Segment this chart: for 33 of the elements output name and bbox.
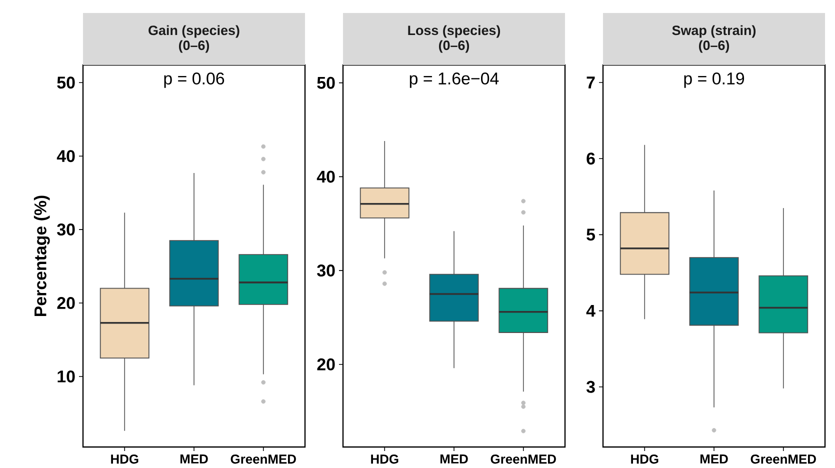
y-tick-label: 3 [586,380,595,393]
y-tick-label: 40 [316,170,335,183]
chart-subtitle: (0–6) [698,40,730,53]
y-tick-label: 6 [586,152,595,165]
y-tick-label: 30 [317,264,335,277]
x-tick-label: GreenMED [230,454,296,464]
x-tick-label: HDG [371,454,398,464]
chart-title: Loss (species) [408,25,500,38]
annotation: p = 0.06 [164,72,224,88]
chart-title: Swap (strain) [672,25,756,38]
chart-subtitle: (0–6) [178,40,210,53]
y-tick-label: 40 [56,150,75,162]
x-tick-label: HDG [111,454,138,464]
chart-subtitle: (0–6) [438,40,470,53]
x-tick-label: HDG [631,454,658,464]
chart-title: Gain (species) [148,25,240,38]
x-tick-label: MED [180,454,208,464]
x-tick-label: MED [440,454,468,464]
y-tick-label: 30 [57,224,75,236]
y-tick-label: 5 [586,228,596,241]
y-tick-label: 10 [58,370,75,382]
y-tick-label: 20 [317,358,335,370]
y-tick-label: 20 [57,297,75,310]
x-tick-label: GreenMED [750,454,816,464]
x-tick-label: MED [700,454,728,464]
y-tick-label: 50 [317,76,335,89]
annotation: p = 0.19 [684,72,744,88]
annotation: p = 1.6e−04 [410,72,499,88]
x-tick-label: GreenMED [490,454,556,464]
y-axis-title: Percentage (%) [34,196,50,316]
y-tick-label: 4 [586,304,596,317]
y-tick-label: 7 [586,76,595,88]
y-tick-label: 50 [57,76,75,89]
